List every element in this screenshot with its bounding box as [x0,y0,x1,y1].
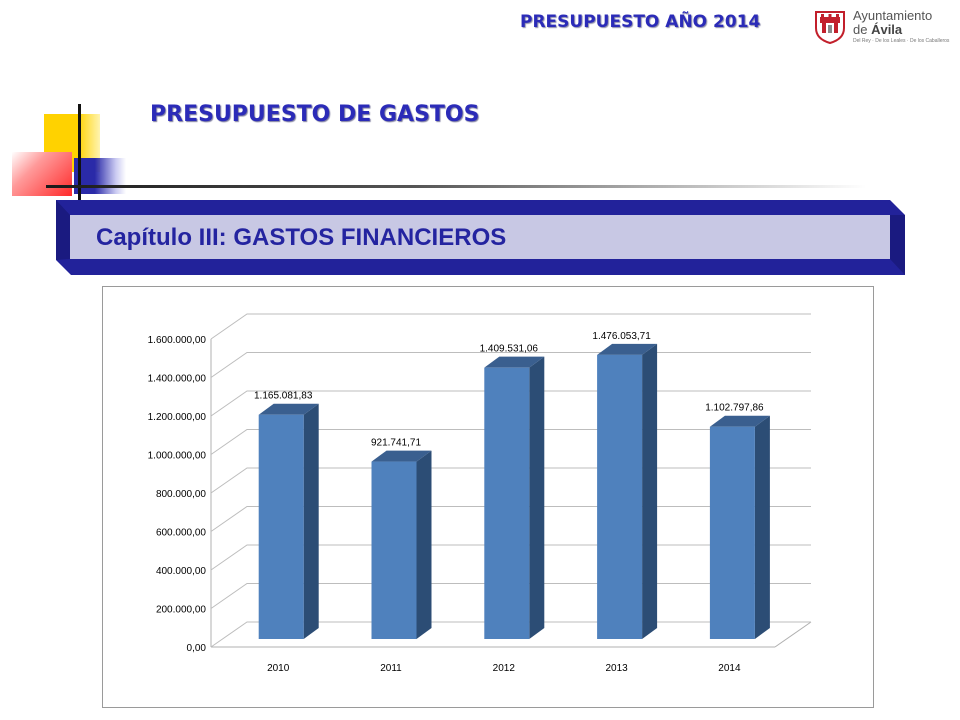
y-tick-label: 200.000,00 [156,605,206,616]
logo-tagline: Del Rey · De los Leales · De los Caballe… [853,38,950,44]
logo: Ayuntamiento de Ávila Del Rey · De los L… [812,6,952,46]
data-label: 1.409.531,06 [480,344,539,355]
floor-right-edge [774,621,812,648]
chart-svg: 0,00 200.000,00 400.000,00 600.000,00 800.00… [148,313,812,674]
bar [709,426,755,639]
chapter-banner [56,200,905,275]
bar [371,461,417,639]
x-tick-label: 2011 [380,663,402,674]
x-tick-label: 2013 [605,663,628,674]
x-tick-label: 2014 [718,663,741,674]
bar-chart: 0,00 200.000,00 400.000,00 600.000,00 800.00… [102,286,874,708]
deco-vertical-line [78,104,81,200]
data-label: 921.741,71 [371,438,421,449]
deco-blue-square [74,158,126,194]
bar-top [484,356,545,368]
bar-side [642,343,658,639]
bar [258,414,304,639]
coat-of-arms-icon [815,11,845,44]
bar-side [303,403,319,639]
section-title: PRESUPUESTO DE GASTOS [150,102,480,127]
y-tick-label: 600.000,00 [156,528,206,539]
data-label: 1.102.797,86 [705,403,764,414]
bar-side [416,450,432,639]
bar-side [529,356,545,639]
logo-line2: de Ávila [853,22,903,37]
gridline [210,313,811,340]
deco-red-square [12,152,72,196]
bar [597,354,643,639]
chapter-title: Capítulo III: GASTOS FINANCIEROS [96,224,507,251]
y-tick-label: 800.000,00 [156,489,206,500]
y-tick-label: 1.000.000,00 [148,451,207,462]
x-tick-label: 2012 [493,663,516,674]
bar-top [258,403,319,415]
y-tick-label: 400.000,00 [156,566,206,577]
y-tick-label: 1.400.000,00 [148,374,207,385]
bar-side [754,415,770,639]
data-label: 1.476.053,71 [592,331,651,342]
top-title: PRESUPUESTO AÑO 2014 [520,12,761,32]
bar-top [709,415,770,427]
y-tick-label: 1.600.000,00 [148,335,207,346]
logo-line1: Ayuntamiento [853,8,933,23]
y-tick-label: 0,00 [187,643,207,654]
y-tick-label: 1.200.000,00 [148,412,207,423]
bar-top [371,450,432,462]
divider-line [46,185,866,188]
x-tick-label: 2010 [267,663,290,674]
bar [484,367,530,639]
bar-top [597,343,658,355]
data-label: 1.165.081,83 [254,391,313,402]
